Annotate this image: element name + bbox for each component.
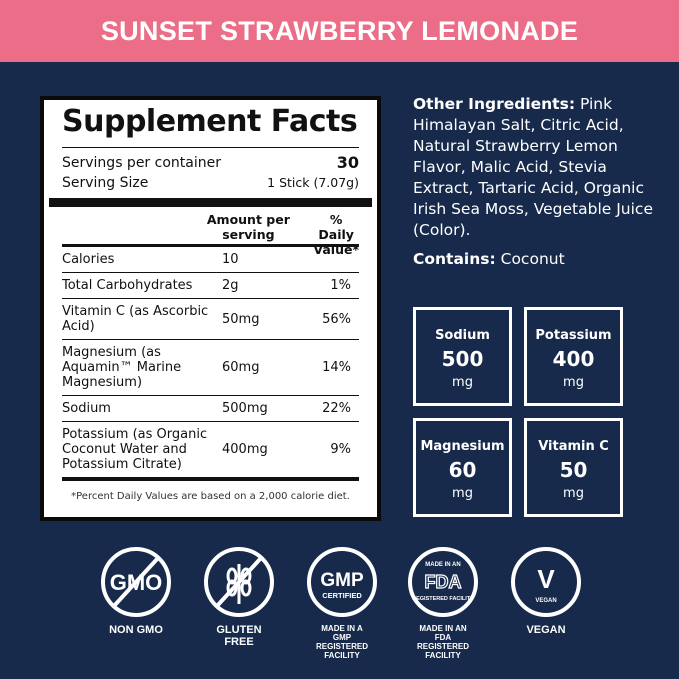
badge-fda-registered: MADE IN AN FDA REGISTERED FACILITY MADE IN … — [393, 546, 493, 660]
nutrient-name: Sodium — [62, 401, 111, 416]
badge-label: GLUTEN FREE — [216, 624, 262, 648]
nutrient-box-sodium: Sodium 500 mg — [413, 307, 512, 406]
nutrient-name: Total Carbohydrates — [62, 278, 193, 293]
nutrient-amount: 400mg — [222, 442, 268, 457]
nutrient-box-magnesium: Magnesium 60 mg — [413, 418, 512, 517]
gluten-free-icon — [204, 547, 274, 617]
nutrient-amount: 10 — [222, 252, 239, 267]
box-unit: mg — [452, 375, 473, 390]
product-title: SUNSET STRAWBERRY LEMONADE — [100, 15, 579, 46]
nutrient-amount: 50mg — [222, 311, 260, 327]
badge-label: MADE IN A GMP REGISTERED FACILITY — [315, 624, 368, 660]
ingredients-label: Other Ingredients: — [413, 95, 576, 113]
dv-header: % Daily Value* — [313, 212, 359, 257]
vegan-icon: V VEGAN — [511, 547, 581, 617]
badge-sub: VEGAN — [535, 598, 556, 604]
no-gmo-icon: GMO — [101, 547, 171, 617]
facts-row: Sodium 500mg 22% — [62, 396, 359, 422]
facts-row: Vitamin C (as Ascorbic Acid) 50mg 56% — [62, 299, 359, 340]
nutrient-dv: 22% — [322, 401, 351, 416]
facts-row: Potassium (as Organic Coconut Water and … — [62, 422, 359, 481]
badge-label: VEGAN — [526, 624, 566, 636]
badge-vegan: V VEGAN VEGAN — [496, 546, 596, 636]
divider — [49, 198, 372, 207]
badge-sub: REGISTERED FACILITY — [412, 596, 474, 602]
box-name: Magnesium — [420, 439, 505, 454]
facts-row: Calories 10 — [62, 247, 359, 273]
ingredients-text: Pink Himalayan Salt, Citric Acid, Natura… — [413, 95, 653, 239]
servings-value: 30 — [336, 153, 359, 172]
column-headers: Amount per serving % Daily Value* — [62, 207, 359, 257]
nutrient-box-potassium: Potassium 400 mg — [524, 307, 623, 406]
badge-mark: FDA — [425, 572, 462, 592]
serving-size-label: Serving Size — [62, 175, 149, 191]
other-ingredients: Other Ingredients: Pink Himalayan Salt, … — [413, 94, 653, 241]
nutrient-box-vitamin-c: Vitamin C 50 mg — [524, 418, 623, 517]
nutrient-amount: 2g — [222, 278, 239, 293]
nutrient-name: Calories — [62, 252, 115, 267]
badge-label: MADE IN AN FDA REGISTERED FACILITY — [416, 624, 469, 660]
nutrient-name: Potassium (as Organic Coconut Water and … — [62, 427, 208, 472]
nutrient-amount: 60mg — [222, 360, 260, 375]
badge-label: NON GMO — [109, 624, 163, 636]
facts-row: Magnesium (as Aquamin™ Marine Magnesium)… — [62, 340, 359, 396]
badge-gmp-certified: GMP CERTIFIED MADE IN A GMP REGISTERED FAC… — [292, 546, 392, 660]
box-name: Vitamin C — [538, 439, 609, 454]
serving-size-value: 1 Stick (7.07g) — [267, 175, 359, 190]
facts-row: Total Carbohydrates 2g 1% — [62, 273, 359, 299]
box-name: Sodium — [435, 328, 490, 343]
box-unit: mg — [563, 486, 584, 501]
nutrient-dv: 9% — [330, 442, 351, 457]
ingredients-block: Other Ingredients: Pink Himalayan Salt, … — [413, 94, 653, 270]
badge-gluten-free: GLUTEN FREE — [189, 546, 289, 648]
product-title-banner: SUNSET STRAWBERRY LEMONADE — [0, 0, 679, 62]
nutrient-name: Vitamin C (as Ascorbic Acid) — [62, 304, 209, 334]
badge-no-gmo: GMO NON GMO — [86, 546, 186, 636]
box-value: 60 — [448, 458, 477, 482]
nutrient-dv: 14% — [322, 360, 351, 375]
footnote: *Percent Daily Values are based on a 2,0… — [71, 491, 350, 502]
fda-registered-icon: MADE IN AN FDA REGISTERED FACILITY — [408, 547, 478, 617]
facts-title: Supplement Facts — [62, 104, 359, 148]
contains-label: Contains: — [413, 250, 496, 268]
box-value: 500 — [441, 347, 484, 371]
badge-mark: GMP — [320, 570, 364, 591]
nutrient-dv: 1% — [330, 278, 351, 293]
servings-label: Servings per container — [62, 155, 221, 171]
supplement-facts-panel: Supplement Facts Servings per container 3… — [40, 96, 381, 521]
amount-header: Amount per serving — [206, 212, 290, 242]
box-name: Potassium — [535, 328, 612, 343]
box-value: 400 — [552, 347, 595, 371]
contains-text: Coconut — [495, 250, 565, 268]
nutrient-amount: 500mg — [222, 401, 268, 416]
badge-mark: V — [537, 564, 555, 594]
badge-top: MADE IN AN — [425, 562, 460, 568]
box-unit: mg — [563, 375, 584, 390]
box-value: 50 — [559, 458, 588, 482]
nutrient-dv: 56% — [322, 311, 351, 327]
box-unit: mg — [452, 486, 473, 501]
contains: Contains: Coconut — [413, 249, 653, 270]
nutrient-name: Magnesium (as Aquamin™ Marine Magnesium) — [62, 345, 182, 390]
badge-sub: CERTIFIED — [322, 591, 362, 600]
